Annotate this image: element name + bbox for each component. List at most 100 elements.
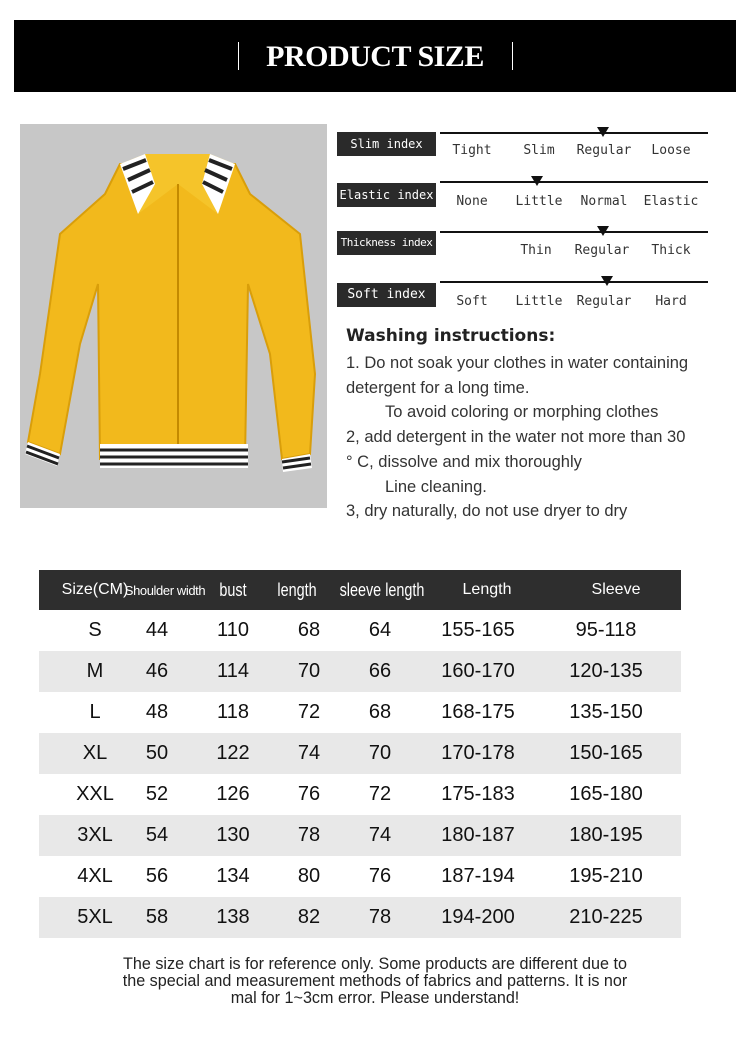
table-cell: 187-194 — [441, 865, 515, 887]
washing-line: detergent for a long time. — [346, 379, 530, 397]
header-cell: Length — [462, 581, 512, 598]
table-cell: 66 — [368, 660, 392, 682]
washing-line: To avoid coloring or morphing clothes — [385, 403, 659, 421]
index-scale — [440, 181, 708, 183]
index-scale — [440, 132, 708, 134]
table-row: M 46 114 70 66 160-170 120-135 — [39, 651, 681, 692]
index-label: Slim index — [337, 132, 436, 156]
page-title: PRODUCT SIZE — [266, 40, 484, 73]
index-label: Elastic index — [337, 183, 436, 207]
washing-line: 1. Do not soak your clothes in water con… — [346, 354, 689, 372]
table-header: Size(CM) Shoulder width bust length slee… — [39, 570, 681, 610]
table-row: L 48 118 72 68 168-175 135-150 — [39, 692, 681, 733]
table-cell: 135-150 — [569, 701, 643, 723]
table-cell: 76 — [297, 783, 321, 805]
table-cell: 48 — [145, 701, 169, 723]
table-cell: 46 — [145, 660, 169, 682]
table-cell: 70 — [368, 742, 392, 764]
table-cell: 170-178 — [441, 742, 515, 764]
table-cell: 160-170 — [441, 660, 515, 682]
table-cell: 72 — [368, 783, 392, 805]
table-cell: 130 — [216, 824, 250, 846]
index-option: Slim — [523, 143, 555, 158]
index-option: Little — [515, 294, 563, 309]
washing-line: Line cleaning. — [385, 478, 487, 496]
index-option: Regular — [576, 143, 632, 158]
header-cell: bust — [219, 579, 247, 600]
table-cell: 54 — [145, 824, 169, 846]
table-cell: 165-180 — [569, 783, 643, 805]
table-cell: 195-210 — [569, 865, 643, 887]
table-row: XL 50 122 74 70 170-178 150-165 — [39, 733, 681, 774]
table-cell: 58 — [145, 906, 169, 928]
index-option: Loose — [651, 143, 691, 158]
size-table: Size(CM) Shoulder width bust length slee… — [39, 570, 681, 938]
divider — [238, 42, 239, 70]
index-option: Hard — [655, 294, 687, 309]
index-option: Tight — [452, 143, 492, 158]
index-label: Thickness index — [337, 231, 436, 255]
table-cell: 150-165 — [569, 742, 643, 764]
index-scale — [440, 231, 708, 233]
table-cell: L — [89, 701, 101, 723]
marker-icon — [601, 276, 613, 286]
table-row: XXL 52 126 76 72 175-183 165-180 — [39, 774, 681, 815]
table-cell: 56 — [145, 865, 169, 887]
index-option: Soft — [456, 294, 488, 309]
washing-line: 2, add detergent in the water not more t… — [346, 428, 686, 446]
header-cell: Shoulder width — [124, 582, 206, 598]
disclaimer-line: the special and measurement methods of f… — [122, 971, 628, 990]
disclaimer-line: The size chart is for reference only. So… — [123, 954, 627, 973]
table-cell: 64 — [368, 619, 392, 641]
table-cell: 68 — [368, 701, 392, 723]
table-cell: 138 — [216, 906, 250, 928]
jacket-illustration — [25, 154, 317, 472]
table-cell: 74 — [297, 742, 321, 764]
header-cell: Sleeve — [591, 581, 641, 598]
index-option: Thin — [520, 243, 552, 258]
index-option: Normal — [580, 194, 628, 209]
table-cell: 70 — [297, 660, 321, 682]
table-cell: 95-118 — [575, 619, 637, 641]
marker-icon — [531, 176, 543, 186]
table-cell: 3XL — [77, 824, 113, 846]
index-scale — [440, 281, 708, 283]
index-label: Soft index — [337, 283, 436, 307]
index-option: Regular — [574, 243, 630, 258]
divider — [512, 42, 513, 70]
table-cell: 78 — [297, 824, 321, 846]
table-cell: 122 — [216, 742, 250, 764]
header-cell: sleeve length — [339, 579, 425, 600]
table-cell: 5XL — [77, 906, 113, 928]
table-row: 3XL 54 130 78 74 180-187 180-195 — [39, 815, 681, 856]
table-cell: M — [86, 660, 104, 682]
table-cell: 118 — [217, 701, 249, 723]
table-cell: 68 — [297, 619, 321, 641]
table-cell: 110 — [217, 619, 249, 641]
table-cell: 72 — [297, 701, 321, 723]
table-cell: 4XL — [77, 865, 113, 887]
washing-line: ° C, dissolve and mix thoroughly — [346, 453, 582, 471]
table-cell: XXL — [76, 783, 114, 805]
table-cell: 52 — [145, 783, 169, 805]
table-cell: 168-175 — [441, 701, 515, 723]
table-cell: 120-135 — [569, 660, 643, 682]
washing-line: 3, dry naturally, do not use dryer to dr… — [346, 502, 628, 520]
table-cell: 180-195 — [569, 824, 643, 846]
header-cell: length — [277, 579, 317, 600]
table-cell: XL — [82, 742, 108, 764]
disclaimer-line: mal for 1~3cm error. Please understand! — [230, 988, 520, 1007]
table-cell: 155-165 — [441, 619, 515, 641]
index-option: Elastic — [643, 194, 699, 209]
table-cell: 126 — [216, 783, 250, 805]
table-cell: 210-225 — [569, 906, 643, 928]
table-cell: 134 — [216, 865, 250, 887]
table-cell: 80 — [297, 865, 321, 887]
marker-icon — [597, 127, 609, 137]
index-option: Thick — [651, 243, 691, 258]
washing-title: Washing instructions: — [346, 326, 556, 346]
table-cell: 44 — [145, 619, 169, 641]
header-cell: Size(CM) — [61, 581, 129, 598]
table-row: 4XL 56 134 80 76 187-194 195-210 — [39, 856, 681, 897]
